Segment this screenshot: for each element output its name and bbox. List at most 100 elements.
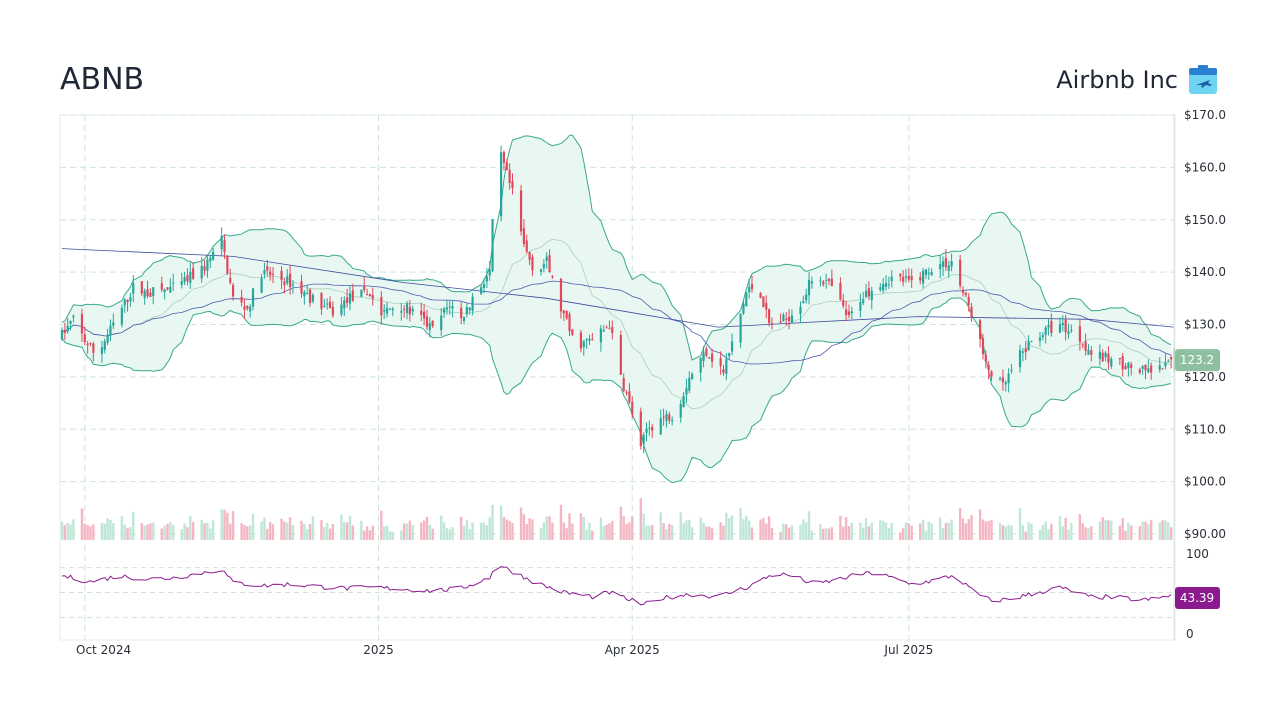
candle[interactable]	[249, 303, 252, 318]
candle[interactable]	[480, 284, 483, 296]
candle[interactable]	[705, 346, 708, 358]
candle[interactable]	[904, 268, 908, 283]
candle[interactable]	[619, 330, 622, 375]
candle[interactable]	[269, 266, 272, 281]
candle[interactable]	[343, 296, 346, 316]
candle[interactable]	[103, 338, 106, 354]
candle[interactable]	[588, 334, 591, 346]
candle[interactable]	[742, 300, 745, 315]
candle[interactable]	[799, 301, 802, 324]
candle[interactable]	[1127, 361, 1130, 377]
candle[interactable]	[445, 300, 449, 315]
candle[interactable]	[651, 424, 654, 438]
candle[interactable]	[152, 286, 155, 305]
candle[interactable]	[431, 320, 434, 329]
candle[interactable]	[462, 316, 466, 325]
candle[interactable]	[708, 356, 711, 360]
candle[interactable]	[166, 287, 169, 291]
candle[interactable]	[568, 311, 571, 336]
candle[interactable]	[500, 145, 503, 222]
candle[interactable]	[910, 268, 913, 288]
candle[interactable]	[879, 283, 882, 292]
candle[interactable]	[306, 284, 309, 295]
candle[interactable]	[1004, 380, 1007, 392]
candle[interactable]	[203, 260, 206, 276]
candle[interactable]	[862, 291, 865, 306]
candle[interactable]	[790, 309, 794, 324]
candle[interactable]	[725, 353, 728, 381]
candle[interactable]	[1124, 363, 1127, 370]
candle[interactable]	[140, 281, 143, 296]
candle[interactable]	[579, 329, 583, 353]
candle[interactable]	[730, 333, 734, 356]
candle[interactable]	[659, 409, 662, 435]
candle[interactable]	[212, 247, 215, 261]
candle[interactable]	[363, 277, 366, 293]
candle[interactable]	[129, 292, 132, 307]
candle[interactable]	[263, 262, 266, 279]
candle[interactable]	[1158, 356, 1161, 373]
candle[interactable]	[571, 329, 574, 336]
candle[interactable]	[505, 159, 508, 171]
candle[interactable]	[531, 254, 534, 277]
candle[interactable]	[819, 276, 822, 287]
candle[interactable]	[260, 273, 263, 294]
candle[interactable]	[109, 319, 112, 341]
candle[interactable]	[146, 280, 149, 299]
candle[interactable]	[542, 259, 545, 273]
candle[interactable]	[805, 288, 808, 304]
candle[interactable]	[961, 286, 965, 297]
candle[interactable]	[291, 280, 295, 294]
candle[interactable]	[308, 288, 312, 307]
candle[interactable]	[631, 396, 634, 419]
candle[interactable]	[1161, 367, 1164, 370]
candle[interactable]	[1121, 352, 1124, 377]
candle[interactable]	[266, 259, 269, 277]
candle[interactable]	[368, 293, 372, 297]
candle[interactable]	[448, 299, 451, 315]
candle[interactable]	[899, 273, 902, 282]
candle[interactable]	[745, 291, 748, 307]
candle[interactable]	[200, 256, 203, 283]
candle[interactable]	[246, 305, 249, 311]
candle[interactable]	[591, 333, 594, 341]
candle[interactable]	[1061, 315, 1064, 332]
candle[interactable]	[867, 281, 871, 300]
candle[interactable]	[1078, 318, 1081, 351]
candle[interactable]	[89, 342, 92, 347]
candle[interactable]	[1098, 344, 1101, 366]
candle[interactable]	[348, 285, 352, 311]
candle[interactable]	[1118, 357, 1121, 366]
candle[interactable]	[326, 298, 329, 310]
candle[interactable]	[585, 337, 588, 349]
candle[interactable]	[802, 295, 805, 304]
candle[interactable]	[83, 326, 86, 346]
candle[interactable]	[859, 293, 862, 318]
candle[interactable]	[944, 249, 947, 272]
candle[interactable]	[451, 300, 454, 318]
candle[interactable]	[822, 279, 825, 287]
candle[interactable]	[351, 283, 354, 303]
candle[interactable]	[172, 273, 175, 291]
candle[interactable]	[599, 325, 602, 352]
candle[interactable]	[762, 296, 765, 308]
candle[interactable]	[400, 303, 403, 321]
candle[interactable]	[622, 373, 625, 393]
candle[interactable]	[383, 304, 386, 320]
candle[interactable]	[648, 420, 651, 436]
candle[interactable]	[645, 422, 648, 442]
candle[interactable]	[86, 341, 89, 354]
candle[interactable]	[346, 288, 349, 308]
candle[interactable]	[508, 163, 511, 190]
candle[interactable]	[779, 313, 782, 323]
candle[interactable]	[1150, 362, 1153, 380]
candle[interactable]	[1147, 359, 1150, 374]
candle[interactable]	[63, 322, 66, 341]
candle[interactable]	[864, 283, 868, 298]
candle[interactable]	[964, 291, 967, 298]
candle[interactable]	[807, 272, 811, 305]
candle[interactable]	[143, 288, 146, 305]
candle[interactable]	[66, 317, 69, 334]
candle[interactable]	[1104, 351, 1107, 362]
